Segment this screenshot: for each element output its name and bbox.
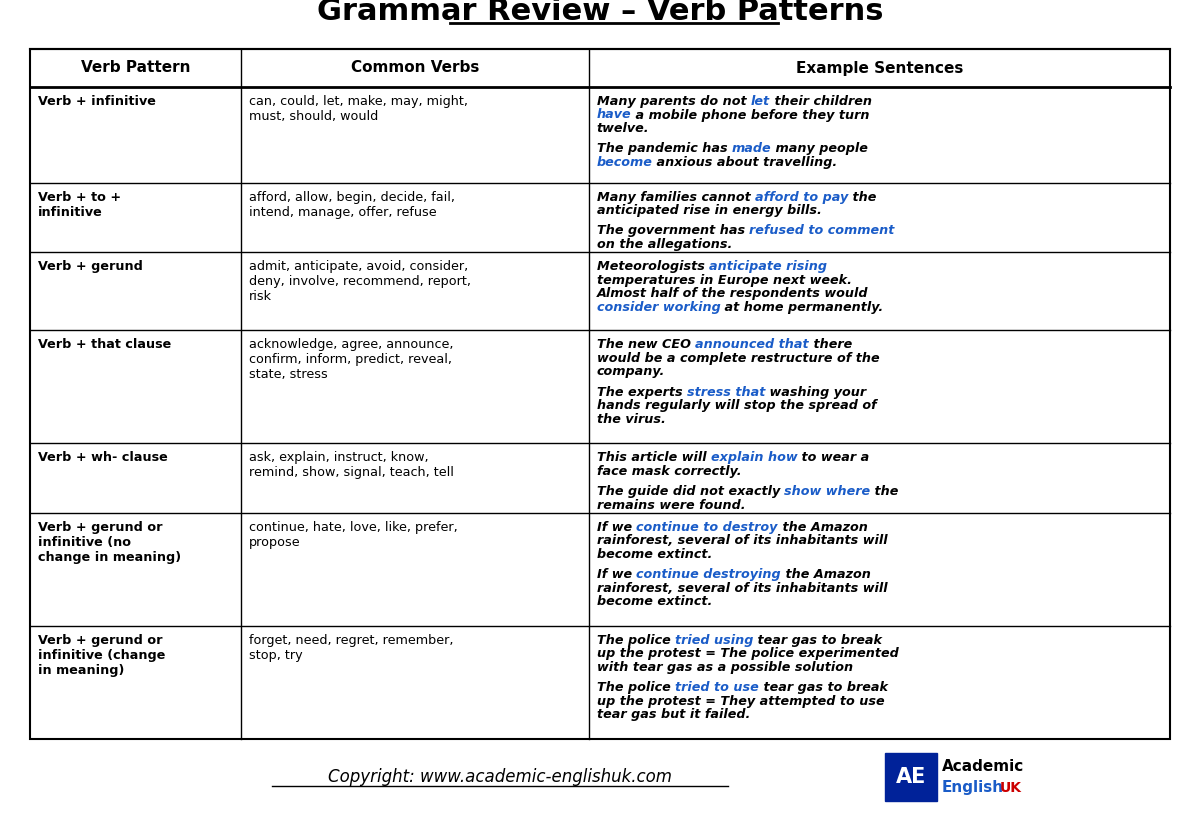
Text: Verb + that clause: Verb + that clause xyxy=(38,338,172,352)
Text: made: made xyxy=(732,143,772,155)
Text: with tear gas as a possible solution: with tear gas as a possible solution xyxy=(596,661,853,674)
Text: This article will: This article will xyxy=(596,451,710,465)
Text: Many families cannot: Many families cannot xyxy=(596,190,755,204)
Text: up the protest = The police experimented: up the protest = The police experimented xyxy=(596,648,899,660)
Text: let: let xyxy=(751,95,770,108)
Text: twelve.: twelve. xyxy=(596,122,649,135)
Text: consider working: consider working xyxy=(596,300,720,314)
Text: the Amazon: the Amazon xyxy=(781,568,871,581)
Text: company.: company. xyxy=(596,366,665,378)
Text: anticipated rise in energy bills.: anticipated rise in energy bills. xyxy=(596,204,822,217)
Text: afford to pay: afford to pay xyxy=(755,190,848,204)
Text: up the protest = They attempted to use: up the protest = They attempted to use xyxy=(596,695,884,708)
Text: Verb + gerund or
infinitive (change
in meaning): Verb + gerund or infinitive (change in m… xyxy=(38,634,166,677)
Text: Verb + to +
infinitive: Verb + to + infinitive xyxy=(38,190,121,219)
Text: Copyright: www.academic-englishuk.com: Copyright: www.academic-englishuk.com xyxy=(328,768,672,786)
Text: Many parents do not: Many parents do not xyxy=(596,95,751,108)
Text: acknowledge, agree, announce,
confirm, inform, predict, reveal,
state, stress: acknowledge, agree, announce, confirm, i… xyxy=(248,338,454,382)
Text: tried using: tried using xyxy=(674,634,754,647)
Text: If we: If we xyxy=(596,521,636,534)
Text: the: the xyxy=(848,190,876,204)
Text: the virus.: the virus. xyxy=(596,413,666,425)
Text: rainforest, several of its inhabitants will: rainforest, several of its inhabitants w… xyxy=(596,534,887,548)
Text: the: the xyxy=(870,485,899,498)
Text: there: there xyxy=(809,338,852,352)
Text: The guide did not exactly: The guide did not exactly xyxy=(596,485,785,498)
Text: at home permanently.: at home permanently. xyxy=(720,300,883,314)
Text: many people: many people xyxy=(772,143,869,155)
Text: afford, allow, begin, decide, fail,
intend, manage, offer, refuse: afford, allow, begin, decide, fail, inte… xyxy=(248,190,455,219)
Text: become: become xyxy=(596,156,653,169)
Text: Verb Pattern: Verb Pattern xyxy=(80,60,190,76)
Text: If we: If we xyxy=(596,568,636,581)
Text: tried to use: tried to use xyxy=(674,681,758,694)
Text: to wear a: to wear a xyxy=(797,451,870,465)
Text: The police: The police xyxy=(596,634,674,647)
Text: The pandemic has: The pandemic has xyxy=(596,143,732,155)
Text: stress that: stress that xyxy=(686,386,766,399)
Text: admit, anticipate, avoid, consider,
deny, involve, recommend, report,
risk: admit, anticipate, avoid, consider, deny… xyxy=(248,260,470,303)
Bar xyxy=(30,49,1170,739)
Text: remains were found.: remains were found. xyxy=(596,498,745,512)
Text: Verb + gerund: Verb + gerund xyxy=(38,260,143,274)
Text: Meteorologists: Meteorologists xyxy=(596,260,709,274)
Text: on the allegations.: on the allegations. xyxy=(596,238,732,251)
Text: temperatures in Europe next week.: temperatures in Europe next week. xyxy=(596,274,852,287)
Text: refused to comment: refused to comment xyxy=(749,224,895,237)
Text: English: English xyxy=(942,780,1004,795)
Text: face mask correctly.: face mask correctly. xyxy=(596,465,742,478)
Text: explain how: explain how xyxy=(710,451,797,465)
Text: can, could, let, make, may, might,
must, should, would: can, could, let, make, may, might, must,… xyxy=(248,95,468,123)
Text: continue, hate, love, like, prefer,
propose: continue, hate, love, like, prefer, prop… xyxy=(248,521,457,549)
Text: announced that: announced that xyxy=(695,338,809,352)
Text: Grammar Review – Verb Patterns: Grammar Review – Verb Patterns xyxy=(317,0,883,25)
Text: show where: show where xyxy=(785,485,870,498)
Text: Common Verbs: Common Verbs xyxy=(350,60,479,76)
Text: would be a complete restructure of the: would be a complete restructure of the xyxy=(596,352,880,365)
Text: AE: AE xyxy=(896,767,926,787)
Text: become extinct.: become extinct. xyxy=(596,548,712,561)
Text: their children: their children xyxy=(770,95,872,108)
Text: washing your: washing your xyxy=(766,386,866,399)
Text: The police: The police xyxy=(596,681,674,694)
Text: continue to destroy: continue to destroy xyxy=(636,521,778,534)
Text: a mobile phone before they turn: a mobile phone before they turn xyxy=(631,108,870,122)
Text: become extinct.: become extinct. xyxy=(596,595,712,608)
Text: have: have xyxy=(596,108,631,122)
Text: tear gas to break: tear gas to break xyxy=(754,634,882,647)
Text: Academic: Academic xyxy=(942,759,1025,774)
Text: Verb + wh- clause: Verb + wh- clause xyxy=(38,451,168,465)
Text: rainforest, several of its inhabitants will: rainforest, several of its inhabitants w… xyxy=(596,581,887,595)
Text: ask, explain, instruct, know,
remind, show, signal, teach, tell: ask, explain, instruct, know, remind, sh… xyxy=(248,451,454,479)
Text: UK: UK xyxy=(1000,780,1022,795)
Text: The government has: The government has xyxy=(596,224,749,237)
Text: anticipate rising: anticipate rising xyxy=(709,260,827,274)
Text: Example Sentences: Example Sentences xyxy=(796,60,962,76)
Text: tear gas to break: tear gas to break xyxy=(758,681,888,694)
Text: forget, need, regret, remember,
stop, try: forget, need, regret, remember, stop, tr… xyxy=(248,634,454,662)
Text: The experts: The experts xyxy=(596,386,686,399)
Text: The new CEO: The new CEO xyxy=(596,338,695,352)
Text: the Amazon: the Amazon xyxy=(778,521,868,534)
Text: Verb + gerund or
infinitive (no
change in meaning): Verb + gerund or infinitive (no change i… xyxy=(38,521,181,564)
Text: Almost half of the respondents would: Almost half of the respondents would xyxy=(596,287,868,300)
Text: Verb + infinitive: Verb + infinitive xyxy=(38,95,156,108)
Bar xyxy=(886,753,937,801)
Text: hands regularly will stop the spread of: hands regularly will stop the spread of xyxy=(596,399,876,412)
Text: continue destroying: continue destroying xyxy=(636,568,781,581)
Text: tear gas but it failed.: tear gas but it failed. xyxy=(596,708,750,722)
Text: anxious about travelling.: anxious about travelling. xyxy=(653,156,838,169)
